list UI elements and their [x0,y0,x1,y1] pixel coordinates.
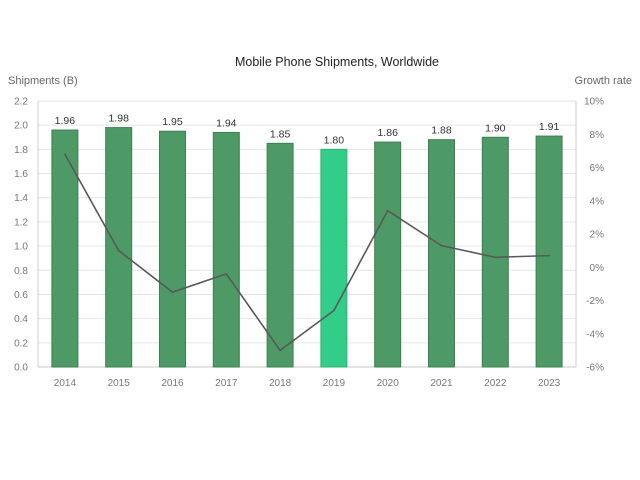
y-tick-label: 0.4 [14,314,28,325]
growth-point-2017 [225,273,228,275]
y2-tick-label: 10% [584,97,604,108]
bar-2016 [159,130,186,368]
x-tick-label: 2017 [215,378,238,389]
x-tick-label: 2018 [269,378,292,389]
data-label-2018: 1.85 [270,128,291,140]
data-label-2021: 1.88 [431,125,452,137]
bar-2023 [535,135,563,368]
y2-tick-label: -4% [586,329,604,340]
y-axis-label: Shipments (B) [8,75,78,87]
y-tick-label: 1.2 [14,217,28,228]
bar-series [51,127,563,368]
bar-2014 [51,129,79,368]
y-tick-label: 0.6 [14,290,28,301]
x-tick-label: 2019 [323,378,346,389]
y-tick-label: 1.4 [14,193,28,204]
bar-2017 [212,131,240,368]
growth-point-2022 [494,256,497,259]
growth-point-2015 [117,249,120,252]
growth-point-2016 [171,291,174,293]
y-tick-label: 1.8 [14,145,28,156]
bar-2021 [428,139,455,368]
growth-line [64,153,550,352]
x-tick-label: 2020 [377,378,400,389]
y-tick-label: 0.8 [14,266,28,277]
y-tick-label: 2.2 [14,97,28,108]
data-label-2016: 1.95 [162,116,183,128]
y-axis-ticks: 0.0 0.2 0.4 0.6 0.8 1.0 1.2 1.4 1.6 1.8 2.0 2.2 [14,97,28,374]
growth-point-2019 [333,309,335,312]
data-label-2014: 1.96 [55,115,76,127]
x-tick-label: 2022 [484,378,507,389]
y2-axis-ticks: -6% -4% -2% 0% 2% 4% 6% 8% 10% [584,97,604,374]
x-tick-label: 2015 [108,378,131,389]
bar-data-labels: 1.96 1.98 1.95 1.94 1.85 1.80 1.86 1.88 1.90 1.91 [55,113,560,147]
x-tick-label: 2014 [54,378,77,389]
growth-point-2014 [64,153,66,155]
y2-tick-label: 6% [590,163,605,174]
x-axis-ticks: 2014 2015 2016 2017 2018 2019 2020 2021 2022 2023 [54,378,561,389]
y-tick-label: 2.0 [14,121,28,132]
chart-title: Mobile Phone Shipments, Worldwide [235,55,439,69]
x-tick-label: 2023 [538,378,561,389]
growth-point-2020 [386,209,389,212]
growth-point-2021 [440,244,443,247]
y2-axis-label: Growth rate [575,75,632,87]
y2-tick-label: -2% [586,296,604,307]
y-tick-label: 0.0 [14,363,28,374]
data-label-2017: 1.94 [216,117,237,129]
bar-2020 [374,141,402,368]
y2-tick-label: 0% [590,263,605,274]
y2-tick-label: 2% [590,230,605,241]
data-label-2023: 1.91 [539,121,560,133]
y-tick-label: 0.2 [14,338,28,349]
data-label-2022: 1.90 [485,122,506,134]
y2-tick-label: 4% [590,196,605,207]
bar-2019 [320,148,348,368]
data-label-2019: 1.80 [324,134,345,146]
y2-tick-label: 8% [590,130,605,141]
data-label-2015: 1.98 [108,113,129,125]
y-tick-label: 1.0 [14,242,28,253]
x-tick-label: 2021 [430,378,453,389]
growth-point-2018 [279,349,281,352]
bar-2015 [105,127,133,368]
y2-tick-label: -6% [586,363,604,374]
x-tick-label: 2016 [161,378,184,389]
y-tick-label: 1.6 [14,169,28,180]
data-label-2020: 1.86 [377,127,398,139]
growth-point-2023 [548,254,550,257]
bar-2022 [481,136,509,368]
bar-2018 [266,142,294,368]
growth-line-series [64,153,550,352]
